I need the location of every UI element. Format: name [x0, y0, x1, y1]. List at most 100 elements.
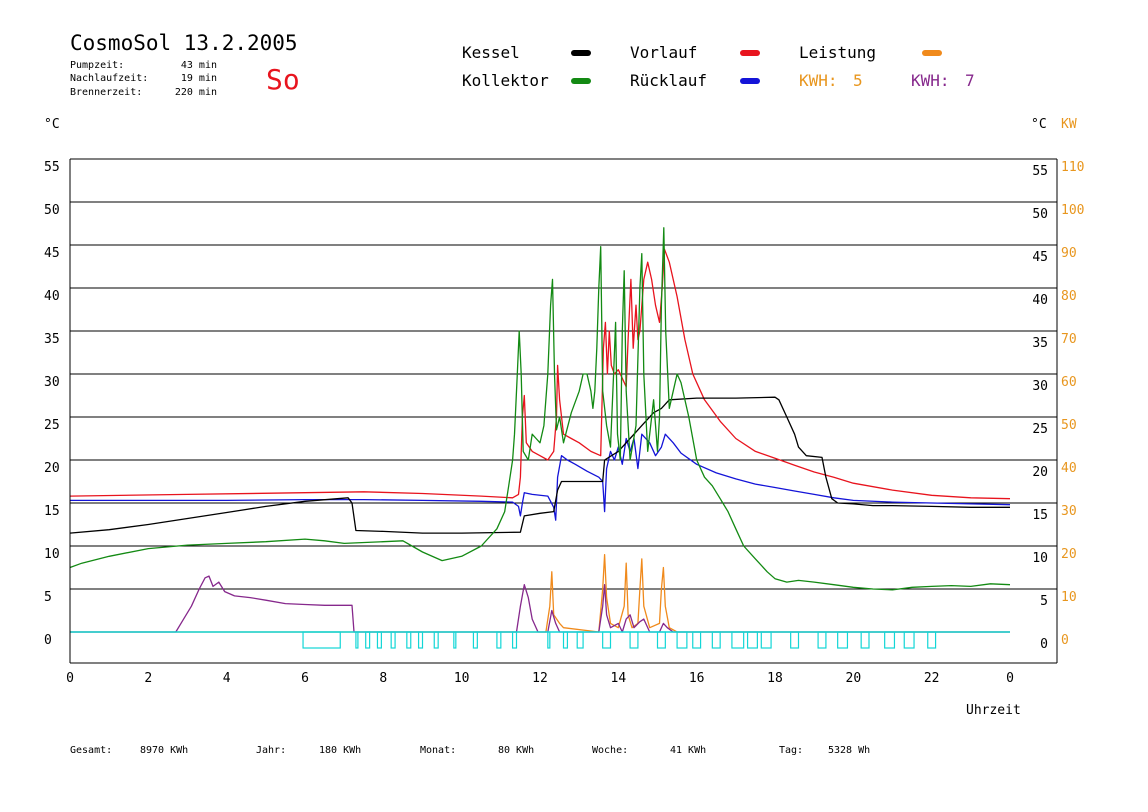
series-line-kollektor [69, 227, 1011, 591]
kwh-label-1: KWH: [799, 71, 838, 90]
y-tick-right-55: 55 [1032, 164, 1048, 179]
footer-gesamt-label: Gesamt: [70, 745, 112, 756]
y-tick-right-10: 10 [1032, 551, 1048, 566]
y-tick-left-15: 15 [44, 504, 60, 519]
legend-label-leistung: Leistung [799, 43, 876, 62]
series-line-kessel [69, 396, 1010, 534]
y2-tick-70: 70 [1061, 332, 1077, 347]
footer-woche-label: Woche: [592, 745, 628, 756]
y-tick-right-15: 15 [1032, 508, 1048, 523]
pump-segment-24 [790, 631, 800, 649]
pump-segment-12 [547, 631, 551, 649]
y-tick-left-40: 40 [44, 289, 60, 304]
y-tick-right-20: 20 [1032, 465, 1048, 480]
pump-segment-17 [656, 631, 666, 649]
y-tick-left-55: 55 [44, 160, 60, 175]
series-line-leistung [70, 553, 1010, 633]
pump-segment-9 [472, 631, 478, 649]
y-tick-right-5: 5 [1040, 594, 1048, 609]
series-layer [69, 227, 1011, 633]
x-tick-6: 12 [532, 671, 548, 686]
y-tick-left-45: 45 [44, 246, 60, 261]
x-tick-10: 20 [846, 671, 862, 686]
legend-label-kessel: Kessel [462, 43, 520, 62]
y2-tick-0: 0 [1061, 633, 1069, 648]
stat-value-pumpzeit: 43 min [181, 60, 217, 71]
y2-tick-90: 90 [1061, 246, 1077, 261]
y-tick-right-35: 35 [1032, 336, 1048, 351]
y2-tick-10: 10 [1061, 590, 1077, 605]
axes [69, 159, 1058, 664]
page-title: CosmoSol 13.2.2005 [70, 31, 298, 55]
x-tick-0: 0 [66, 671, 74, 686]
pump-segment-4 [390, 631, 396, 649]
x-tick-5: 10 [454, 671, 470, 686]
y2-tick-60: 60 [1061, 375, 1077, 390]
day-label: So [266, 63, 300, 96]
y-tick-right-30: 30 [1032, 379, 1048, 394]
pump-segment-8 [453, 631, 457, 649]
pump-segment-7 [433, 631, 439, 649]
stat-value-brennerzeit: 220 min [175, 87, 217, 98]
y-tick-right-45: 45 [1032, 250, 1048, 265]
y-tick-right-25: 25 [1032, 422, 1048, 437]
series-line-r-cklauf [70, 433, 1011, 521]
pump-segment-15 [602, 631, 612, 649]
legend-label-kollektor: Kollektor [462, 71, 549, 90]
left-unit-label: °C [44, 117, 60, 132]
pump-segment-29 [903, 631, 915, 649]
x-axis-label: Uhrzeit [966, 703, 1021, 718]
pump-segment-18 [676, 631, 688, 649]
pump-segment-1 [355, 631, 359, 649]
pump-segment-6 [417, 631, 424, 649]
x-tick-8: 16 [689, 671, 705, 686]
pump-segment-28 [884, 631, 896, 649]
y2-tick-110: 110 [1061, 160, 1084, 175]
x-tick-9: 18 [767, 671, 783, 686]
y2-tick-80: 80 [1061, 289, 1077, 304]
pump-segment-13 [562, 631, 569, 649]
x-tick-3: 6 [301, 671, 309, 686]
pump-segment-0 [302, 631, 341, 649]
pump-segment-26 [837, 631, 849, 649]
y-tick-right-0: 0 [1040, 637, 1048, 652]
x-tick-11: 22 [924, 671, 940, 686]
pump-segment-21 [731, 631, 745, 649]
pump-segment-27 [860, 631, 870, 649]
pump-segment-3 [376, 631, 382, 649]
legend-label-ruecklauf: Rücklauf [630, 71, 707, 90]
right-unit-celsius: °C [1031, 117, 1047, 132]
kwh-label-2: KWH: [911, 71, 950, 90]
x-tick-7: 14 [611, 671, 627, 686]
pump-segment-23 [760, 631, 772, 649]
x-tick-12: 0 [1006, 671, 1014, 686]
y-tick-left-30: 30 [44, 375, 60, 390]
y2-tick-40: 40 [1061, 461, 1077, 476]
y-tick-right-50: 50 [1032, 207, 1048, 222]
pump-segment-16 [629, 631, 639, 649]
pump-segment-20 [711, 631, 721, 649]
y-tick-left-35: 35 [44, 332, 60, 347]
kwh-value-2: 7 [965, 71, 975, 90]
y2-tick-100: 100 [1061, 203, 1084, 218]
pump-segment-19 [692, 631, 702, 649]
y2-tick-20: 20 [1061, 547, 1077, 562]
pump-segment-22 [746, 631, 758, 649]
x-tick-1: 2 [144, 671, 152, 686]
pump-segment-25 [817, 631, 827, 649]
footer-jahr-value: 180 KWh [319, 745, 361, 756]
pump-segment-2 [365, 631, 371, 649]
footer-monat-label: Monat: [420, 745, 456, 756]
pump-segment-5 [406, 631, 412, 649]
footer-tag-label: Tag: [779, 745, 803, 756]
footer-monat-value: 80 KWh [498, 745, 534, 756]
pump-segment-10 [496, 631, 502, 649]
legend-label-vorlauf: Vorlauf [630, 43, 697, 62]
pump-segment-14 [576, 631, 584, 649]
footer-woche-value: 41 KWh [670, 745, 706, 756]
stat-label-pumpzeit: Pumpzeit: [70, 60, 124, 71]
stat-value-nachlaufzeit: 19 min [181, 73, 217, 84]
y2-tick-30: 30 [1061, 504, 1077, 519]
